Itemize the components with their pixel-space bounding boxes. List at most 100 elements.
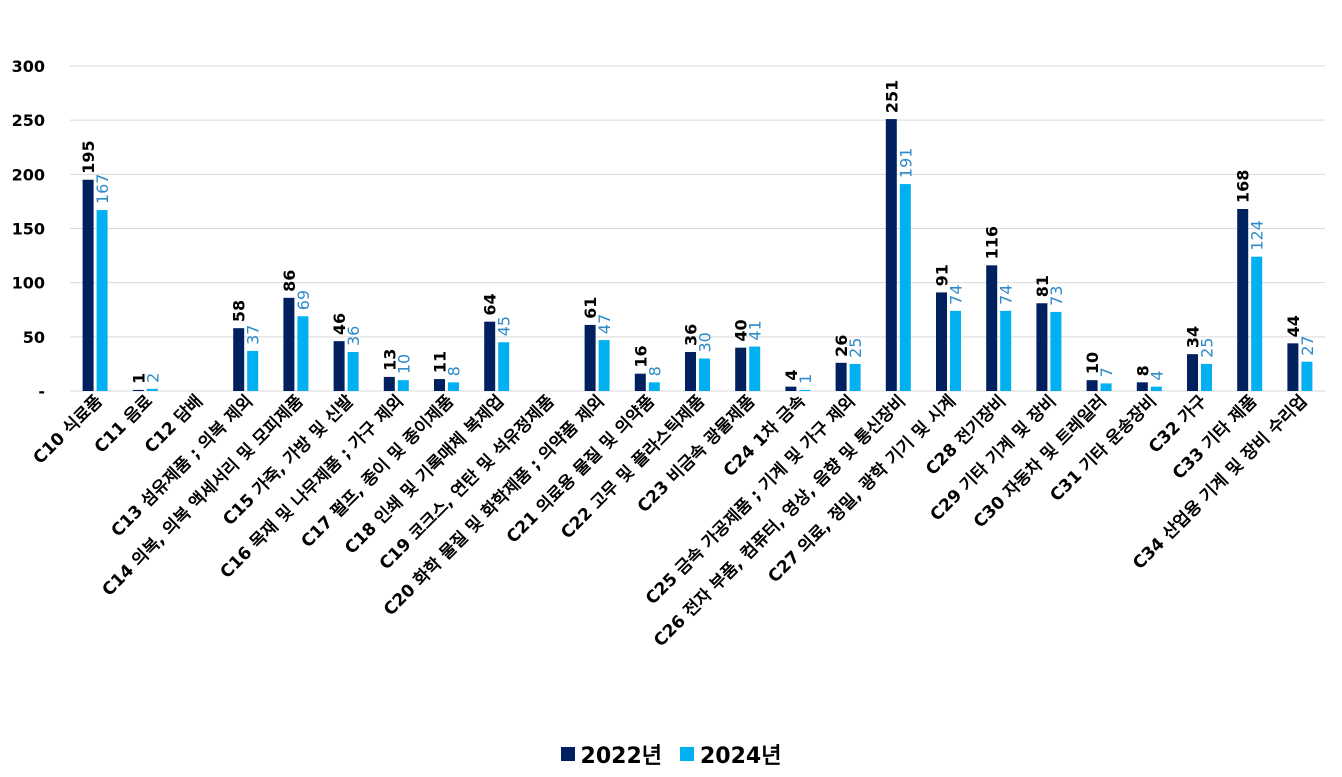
data-label-2024: 37 xyxy=(244,325,263,345)
bar-2022 xyxy=(785,386,797,391)
y-tick-label: 100 xyxy=(12,274,45,293)
bar-2022 xyxy=(434,379,445,391)
data-label-2024: 27 xyxy=(1298,335,1317,355)
y-tick-label: 250 xyxy=(12,111,45,130)
data-label-2022: 1 xyxy=(129,373,148,384)
y-tick-label: 200 xyxy=(12,165,45,184)
data-label-2022: 13 xyxy=(380,349,399,371)
legend-item-2024: 2024년 xyxy=(680,738,781,770)
bar-2024 xyxy=(1000,310,1012,391)
bar-2022 xyxy=(383,376,395,391)
bar-2024 xyxy=(1301,361,1313,391)
bar-2024 xyxy=(498,342,510,391)
data-label-2022: 4 xyxy=(782,370,801,381)
data-label-2024: 45 xyxy=(495,316,514,336)
bar-2024 xyxy=(1150,386,1162,391)
data-label-2022: 36 xyxy=(682,324,701,346)
bar-2022 xyxy=(735,347,747,391)
data-label-2022: 64 xyxy=(481,293,500,315)
data-label-2024: 191 xyxy=(896,148,915,179)
data-label-2022: 8 xyxy=(1133,365,1152,376)
data-label-2022: 40 xyxy=(732,319,751,341)
bar-2024 xyxy=(146,388,158,391)
data-label-2024: 4 xyxy=(1147,370,1166,380)
data-label-2024: 41 xyxy=(746,320,765,340)
bar-2024 xyxy=(247,350,259,391)
y-tick-label: - xyxy=(38,382,45,401)
bar-2022 xyxy=(1086,380,1098,391)
data-label-2022: 168 xyxy=(1234,170,1253,203)
legend-swatch-2024 xyxy=(680,747,694,761)
bar-2022 xyxy=(283,297,295,391)
y-tick-label: 300 xyxy=(12,57,45,76)
legend-label-2024: 2024년 xyxy=(700,744,782,769)
data-label-2024: 167 xyxy=(93,174,112,205)
data-label-2022: 26 xyxy=(832,335,851,357)
bar-2024 xyxy=(699,358,710,391)
bar-2024 xyxy=(1201,363,1212,391)
data-label-2022: 91 xyxy=(933,264,952,286)
category-label: C10 식료품 xyxy=(30,391,107,468)
bar-2024 xyxy=(448,382,459,391)
data-label-2024: 25 xyxy=(1198,338,1217,358)
bar-2024 xyxy=(397,380,409,391)
bar-2022 xyxy=(484,321,496,391)
data-label-2022: 81 xyxy=(1033,275,1052,297)
bar-2022 xyxy=(1187,354,1198,391)
bar-2022 xyxy=(132,389,144,391)
bar-2024 xyxy=(1251,256,1263,391)
data-label-2024: 73 xyxy=(1047,286,1066,306)
bar-2024 xyxy=(297,316,309,391)
data-label-2024: 10 xyxy=(394,354,413,374)
data-label-2024: 2 xyxy=(143,373,162,383)
data-label-2024: 74 xyxy=(997,284,1016,304)
bar-2022 xyxy=(1136,382,1148,391)
bar-2022 xyxy=(835,362,847,391)
data-label-2022: 10 xyxy=(1083,352,1102,374)
bar-2022 xyxy=(634,373,646,391)
data-label-2022: 116 xyxy=(983,226,1002,259)
data-label-2022: 195 xyxy=(79,140,98,173)
legend-swatch-2022 xyxy=(560,747,575,761)
bar-2022 xyxy=(1287,343,1299,391)
bar-2022 xyxy=(885,119,897,391)
data-label-2024: 7 xyxy=(1097,367,1116,377)
legend-label-2022: 2022년 xyxy=(580,744,662,769)
data-label-2022: 86 xyxy=(280,270,299,292)
data-label-2024: 47 xyxy=(595,314,614,334)
bar-2024 xyxy=(950,310,961,391)
data-label-2024: 69 xyxy=(294,290,313,310)
bar-2024 xyxy=(598,340,610,391)
bar-2024 xyxy=(1050,311,1062,391)
bar-2022 xyxy=(1036,303,1048,391)
data-label-2024: 8 xyxy=(645,366,664,376)
legend-item-2022: 2022년 xyxy=(560,738,662,770)
category-label: C16 목재 및 나무제품 ; 가구 제외 xyxy=(217,391,408,582)
bar-2022 xyxy=(584,324,596,391)
bar-2024 xyxy=(96,210,108,391)
data-label-2024: 1 xyxy=(796,374,815,384)
bar-2024 xyxy=(648,382,660,391)
data-label-2022: 44 xyxy=(1284,315,1303,337)
bar-2022 xyxy=(333,341,345,391)
y-tick-label: 150 xyxy=(12,220,45,239)
data-label-2022: 58 xyxy=(230,300,249,322)
bar-2022 xyxy=(936,292,947,391)
data-label-2024: 124 xyxy=(1248,220,1267,251)
data-label-2022: 16 xyxy=(631,345,650,367)
data-label-2022: 34 xyxy=(1184,326,1203,348)
data-label-2024: 8 xyxy=(445,366,464,376)
bar-2022 xyxy=(82,179,94,391)
bar-2024 xyxy=(347,352,359,391)
data-label-2022: 61 xyxy=(581,297,600,319)
bar-2022 xyxy=(685,352,696,391)
data-label-2024: 25 xyxy=(846,338,865,358)
legend: 2022년 2024년 xyxy=(0,738,1342,770)
bar-2024 xyxy=(1100,383,1112,391)
data-label-2022: 251 xyxy=(882,80,901,113)
bar-2022 xyxy=(233,328,245,391)
data-label-2024: 74 xyxy=(947,284,966,304)
y-tick-label: 50 xyxy=(23,328,45,347)
